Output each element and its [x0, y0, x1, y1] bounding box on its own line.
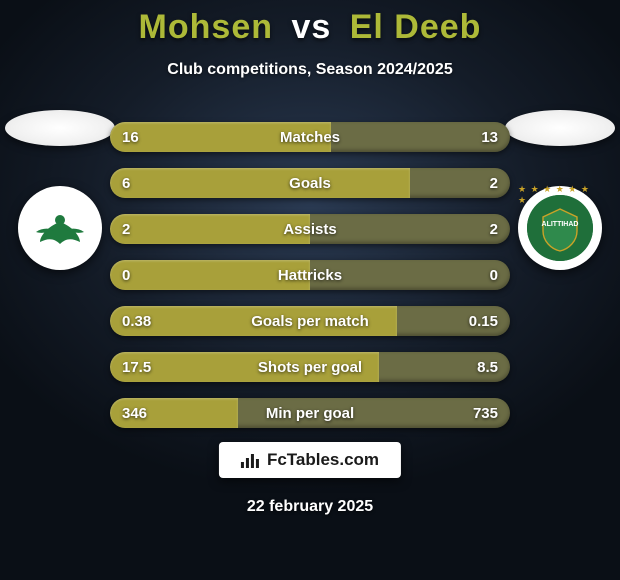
- stat-value-left: 17.5: [122, 352, 151, 382]
- club-badge-left-eagle-icon: [30, 198, 90, 258]
- page-title: Mohsen vs El Deeb: [0, 0, 620, 47]
- footer-logo-text: FcTables.com: [267, 450, 379, 470]
- stat-value-right: 13: [481, 122, 498, 152]
- title-vs: vs: [291, 8, 331, 46]
- subtitle: Club competitions, Season 2024/2025: [0, 61, 620, 79]
- stat-row: Assists2 2: [110, 214, 510, 244]
- stat-value-right: 8.5: [477, 352, 498, 382]
- club-badge-left: [18, 186, 102, 270]
- stat-label: Goals per match: [110, 306, 510, 336]
- bar-chart-icon: [241, 452, 259, 468]
- stat-label: Shots per goal: [110, 352, 510, 382]
- stat-row: Goals6 2: [110, 168, 510, 198]
- player-right-photo: [505, 110, 615, 146]
- stat-label: Hattricks: [110, 260, 510, 290]
- player-left-photo: [5, 110, 115, 146]
- stat-value-right: 2: [490, 214, 498, 244]
- title-player1: Mohsen: [139, 8, 273, 46]
- title-player2: El Deeb: [350, 8, 482, 46]
- stat-row: Goals per match0.38 0.15: [110, 306, 510, 336]
- content-root: Mohsen vs El Deeb Club competitions, Sea…: [0, 0, 620, 580]
- stat-value-left: 0: [122, 260, 130, 290]
- stat-value-left: 2: [122, 214, 130, 244]
- footer-logo[interactable]: FcTables.com: [219, 442, 401, 478]
- stat-value-right: 2: [490, 168, 498, 198]
- stat-row: Min per goal346 735: [110, 398, 510, 428]
- stat-label: Goals: [110, 168, 510, 198]
- stat-row: Shots per goal17.5 8.5: [110, 352, 510, 382]
- stat-label: Min per goal: [110, 398, 510, 428]
- stat-value-left: 6: [122, 168, 130, 198]
- stat-value-right: 0.15: [469, 306, 498, 336]
- stat-label: Matches: [110, 122, 510, 152]
- club-badge-right-shield-icon: ALITTIHAD: [527, 195, 593, 261]
- club-badge-right: ★ ★ ★ ★ ★ ★ ★ ALITTIHAD: [518, 186, 602, 270]
- stat-value-left: 346: [122, 398, 147, 428]
- stat-label: Assists: [110, 214, 510, 244]
- stat-value-left: 16: [122, 122, 139, 152]
- player-right-panel: ★ ★ ★ ★ ★ ★ ★ ALITTIHAD: [500, 110, 620, 270]
- stat-row: Matches16 13: [110, 122, 510, 152]
- svg-text:ALITTIHAD: ALITTIHAD: [542, 221, 579, 228]
- stat-row: Hattricks0 0: [110, 260, 510, 290]
- stat-value-right: 0: [490, 260, 498, 290]
- player-left-panel: [0, 110, 120, 270]
- stat-value-left: 0.38: [122, 306, 151, 336]
- stats-bars: Matches1613Goals62Assists22Hattricks00Go…: [110, 122, 510, 444]
- stat-value-right: 735: [473, 398, 498, 428]
- date-text: 22 february 2025: [0, 498, 620, 516]
